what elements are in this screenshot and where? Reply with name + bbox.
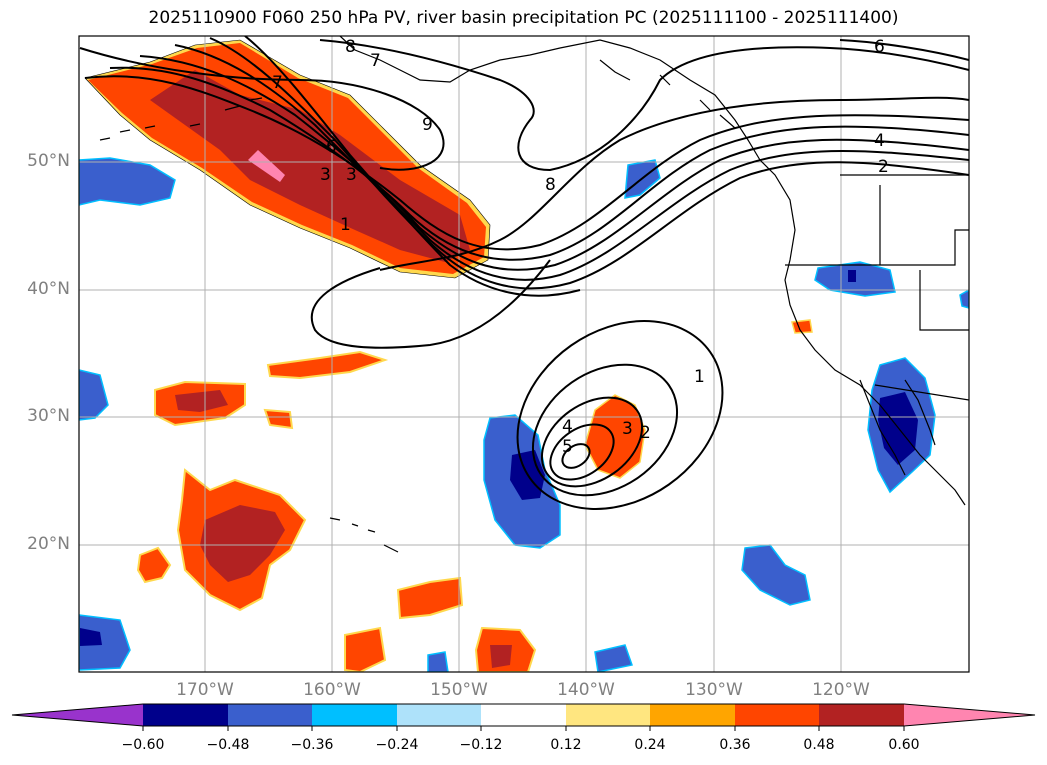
lon-label-130w: 130°W: [685, 680, 743, 700]
colorbar-segment: [397, 704, 481, 726]
positive-anomaly-blob-2: [266, 350, 389, 380]
contour-label: 3: [346, 165, 357, 185]
pv-contour-outer: [379, 96, 969, 271]
contour-label: 2: [640, 423, 651, 443]
colorbar-tick-label: −0.48: [206, 737, 250, 753]
strong-negative-anomaly-sw: [80, 628, 102, 646]
colorbar-segment: [228, 704, 312, 726]
contour-label: 3: [622, 419, 633, 439]
precip-shading: [79, 39, 969, 672]
strong-negative-anomaly-great-basin: [848, 270, 856, 282]
baja-coast: [859, 379, 906, 476]
colorbar-segment: [481, 704, 566, 726]
positive-anomaly-blob-6: [344, 626, 387, 672]
pv-contour-cutoff-1: [516, 320, 724, 510]
pv-contour-6: [244, 36, 581, 297]
lon-label-150w: 150°W: [430, 680, 488, 700]
lat-label-30n: 30°N: [27, 406, 70, 426]
negative-anomaly-west-2: [79, 369, 109, 421]
north-america-coast: [339, 36, 966, 506]
strong-positive-anomaly-central-pacific: [200, 505, 285, 582]
colorbar-tick-label: 0.12: [550, 737, 582, 753]
colorbar-segment: [312, 704, 397, 726]
hawaiian-islands: [329, 517, 399, 553]
contour-labels: 7 6 3 3 1 9 8 6 4 2 1 2 3 4 5 8 7: [272, 37, 889, 457]
negative-anomaly-sw: [79, 614, 131, 671]
contour-label: 8: [345, 37, 356, 57]
lon-label-160w: 160°W: [303, 680, 361, 700]
contour-label: 8: [545, 175, 556, 195]
pv-contour-4: [174, 44, 969, 281]
positive-anomaly-blob-5: [396, 576, 464, 620]
positive-anomaly-blob-3: [263, 408, 294, 430]
pv-contour-ridge: [310, 259, 551, 349]
contour-label: 6: [326, 137, 337, 157]
contour-label: 4: [874, 131, 885, 151]
pv-contour-2: [109, 66, 969, 261]
colorbar-tick-label: 0.60: [888, 737, 920, 753]
contour-label: 7: [370, 51, 381, 71]
lat-label-20n: 20°N: [27, 534, 70, 554]
pv-contour-3: [139, 55, 969, 271]
lat-label-50n: 50°N: [27, 151, 70, 171]
colorbar-segment: [735, 704, 819, 726]
extreme-positive-anomaly: [248, 150, 285, 182]
pv-contour-8: [319, 39, 969, 172]
lon-label-170w: 170°W: [176, 680, 234, 700]
colorbar-segment: [819, 704, 904, 726]
contour-label: 9: [422, 115, 433, 135]
contour-label: 7: [272, 73, 283, 93]
colorbar-tick-label: 0.36: [719, 737, 751, 753]
pv-contour-9: [79, 47, 445, 171]
strong-positive-anomaly-blob-7: [490, 645, 512, 668]
lon-label-140w: 140°W: [557, 680, 615, 700]
contour-label: 5: [562, 437, 573, 457]
colorbar-tick-label: −0.36: [290, 737, 334, 753]
negative-anomaly-east-edge: [959, 289, 969, 309]
positive-anomaly-california: [791, 319, 813, 334]
contour-label: 1: [694, 367, 705, 387]
pv-contour-5: [209, 37, 969, 290]
colorbar-extend-low: [12, 704, 143, 726]
figure-title: 2025110900 F060 250 hPa PV, river basin …: [148, 8, 899, 28]
coastlines: [99, 36, 969, 553]
negative-anomaly-south-2: [427, 651, 449, 672]
pv-contour-6-east: [839, 39, 969, 61]
colorbar: [11, 703, 1036, 731]
map-frame: [78, 35, 970, 673]
contour-label: 6: [874, 37, 885, 57]
gulf-california-coast: [904, 379, 936, 446]
strong-negative-anomaly-baja: [878, 392, 918, 465]
colorbar-tick-label: 0.48: [803, 737, 835, 753]
positive-anomaly-blob-1-core: [175, 390, 228, 412]
lat-label-40n: 40°N: [27, 279, 70, 299]
colorbar-tick-label: 0.24: [634, 737, 666, 753]
colorbar-segment: [143, 704, 228, 726]
colorbar-tick-label: −0.24: [375, 737, 419, 753]
pv-contours: [79, 36, 969, 510]
pv-contour-cutoff-4: [549, 423, 615, 481]
pv-contour-cutoff-2: [531, 363, 679, 497]
contour-label: 2: [878, 157, 889, 177]
colorbar-segment: [650, 704, 735, 726]
positive-anomaly-blob-4: [136, 546, 172, 584]
contour-label: 4: [562, 417, 573, 437]
contour-label: 3: [320, 165, 331, 185]
negative-anomaly-west: [79, 157, 176, 206]
colorbar-tick-label: −0.12: [459, 737, 503, 753]
state-borders: [785, 174, 969, 401]
colorbar-extend-high: [904, 704, 1035, 726]
strong-positive-anomaly: [150, 70, 470, 262]
alaska-panhandle: [599, 59, 736, 129]
negative-anomaly-south: [594, 644, 633, 672]
aleutian-islands: [99, 97, 263, 141]
colorbar-segment: [566, 704, 650, 726]
pv-contour-cutoff-5: [561, 443, 591, 469]
negative-anomaly-east-pacific: [741, 544, 811, 606]
contour-label: 1: [340, 215, 351, 235]
colorbar-tick-label: −0.60: [121, 737, 165, 753]
pv-contour-cutoff-3: [540, 396, 644, 488]
lon-label-120w: 120°W: [812, 680, 870, 700]
